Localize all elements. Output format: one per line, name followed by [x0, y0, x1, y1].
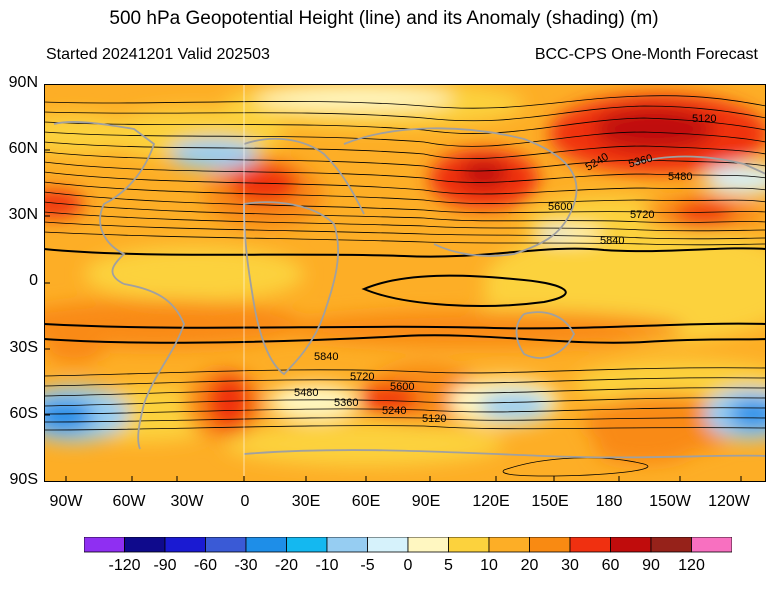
contour-label-5840-south: 5840: [314, 351, 338, 363]
lon-label-120e: 120E: [472, 493, 510, 510]
colorbar-label: 120: [678, 557, 705, 574]
colorbar-label: 30: [561, 557, 579, 574]
contour-label-5600-south: 5600: [390, 381, 414, 393]
lat-label-30n: 30N: [8, 206, 38, 223]
colorbar-label: 0: [403, 557, 413, 574]
lon-label-150w: 150W: [649, 493, 691, 510]
lat-label-90n: 90N: [8, 74, 38, 91]
lon-label-30e: 30E: [291, 493, 321, 510]
height-contours: [44, 95, 766, 477]
contour-label-5600-north: 5600: [548, 201, 572, 213]
anomaly-shading: [44, 84, 766, 466]
colorbar-label: 90: [642, 557, 660, 574]
map-svg: 5120 5240 5360 5480 5600 5720 5840 5840 …: [44, 84, 766, 482]
colorbar-label: -10: [315, 557, 339, 574]
coastlines: [53, 121, 766, 459]
lon-label-150e: 150E: [531, 493, 569, 510]
lat-label-60n: 60N: [8, 140, 38, 157]
anomaly-map: 5120 5240 5360 5480 5600 5720 5840 5840 …: [44, 84, 766, 482]
lon-label-90e: 90E: [411, 493, 441, 510]
colorbar-label: 10: [480, 557, 498, 574]
lat-label-30s: 30S: [9, 339, 38, 356]
colorbar-swatch: [610, 537, 652, 553]
colorbar-swatch: [286, 537, 328, 553]
colorbar-swatch: [448, 537, 490, 553]
colorbar-label: 20: [520, 557, 539, 574]
lat-label-60s: 60S: [9, 405, 38, 422]
colorbar-label: -20: [274, 557, 299, 574]
lat-label-eq: 0: [29, 272, 38, 289]
forecast-dates: Started 20241201 Valid 202503: [46, 46, 270, 63]
colorbar-swatch: [164, 537, 206, 553]
contour-label-5840-north: 5840: [600, 235, 624, 247]
colorbar-swatch: [691, 537, 732, 553]
contour-label-5120-north: 5120: [692, 113, 716, 125]
colorbar-swatch: [407, 537, 449, 553]
colorbar-label: 60: [601, 557, 620, 574]
colorbar: [84, 537, 732, 553]
colorbar-label: -90: [153, 557, 177, 574]
lon-label-30w: 30W: [170, 493, 204, 510]
map-title: 500 hPa Geopotential Height (line) and i…: [109, 8, 659, 29]
lon-label-0: 0: [240, 493, 250, 510]
lon-label-180: 180: [595, 493, 623, 510]
axis-ticks: [44, 149, 742, 482]
lon-label-120w: 120W: [708, 493, 750, 510]
colorbar-label: -5: [360, 557, 375, 574]
contour-label-5720-north: 5720: [630, 209, 654, 221]
colorbar-swatch: [367, 537, 409, 553]
colorbar-swatch: [124, 537, 166, 553]
lon-label-60e: 60E: [351, 493, 381, 510]
contour-label-5360-south: 5360: [334, 397, 358, 409]
colorbar-swatch: [488, 537, 530, 553]
colorbar-swatch: [569, 537, 611, 553]
colorbar-swatch: [326, 537, 368, 553]
contour-label-5480-south: 5480: [294, 387, 318, 399]
lat-label-90s: 90S: [9, 471, 38, 488]
colorbar-swatch: [205, 537, 247, 553]
colorbar-label: 5: [444, 557, 453, 574]
lon-label-60w: 60W: [112, 493, 146, 510]
colorbar-label: -30: [234, 557, 258, 574]
colorbar-swatch: [529, 537, 571, 553]
forecast-source: BCC-CPS One-Month Forecast: [534, 46, 758, 63]
colorbar-label: -60: [193, 557, 218, 574]
contour-label-5120-south: 5120: [422, 413, 446, 425]
colorbar-swatch: [84, 537, 125, 553]
lon-label-90w: 90W: [49, 493, 83, 510]
contour-label-5480-north: 5480: [668, 171, 692, 183]
colorbar-swatch: [650, 537, 692, 553]
colorbar-swatch: [245, 537, 287, 553]
contour-label-5720-south: 5720: [350, 371, 374, 383]
colorbar-label: -120: [108, 557, 141, 574]
contour-label-5240-south: 5240: [382, 405, 406, 417]
